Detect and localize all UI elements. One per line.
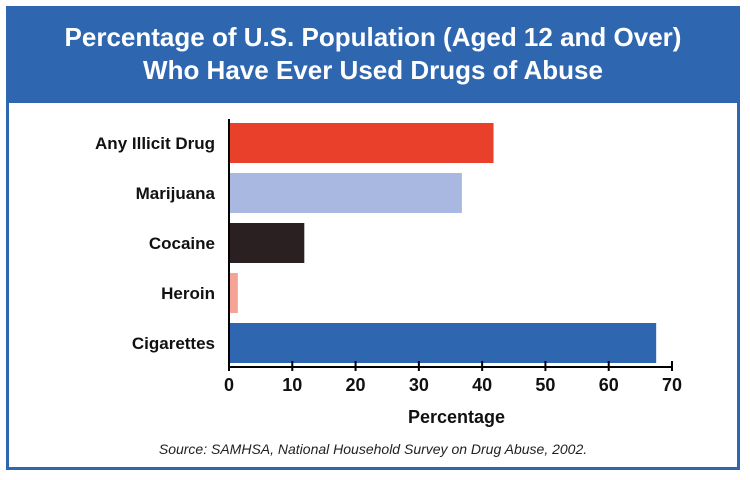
x-tick-label: 20	[346, 375, 366, 395]
x-tick-label: 40	[472, 375, 492, 395]
bar-cocaine	[229, 223, 305, 263]
x-axis-label: Percentage	[408, 407, 505, 427]
x-tick-label: 30	[409, 375, 429, 395]
x-tick-label: 60	[599, 375, 619, 395]
bar-any-illicit-drug	[229, 123, 494, 163]
category-label-any-illicit-drug: Any Illicit Drug	[95, 134, 215, 153]
x-tick-label: 70	[662, 375, 682, 395]
bar-marijuana	[229, 173, 462, 213]
chart-frame: Percentage of U.S. Population (Aged 12 a…	[6, 6, 740, 470]
category-label-cocaine: Cocaine	[149, 234, 215, 253]
chart-subtitle: Who Have Ever Used Drugs of Abuse	[143, 55, 603, 85]
bar-heroin	[229, 273, 238, 313]
x-tick-label: 50	[535, 375, 555, 395]
x-tick-label: 10	[282, 375, 302, 395]
category-label-marijuana: Marijuana	[136, 184, 216, 203]
bar-chart: Any Illicit Drug Marijuana Cocaine Heroin Ci…	[95, 119, 682, 427]
bars-group	[229, 123, 657, 363]
chart-header: Percentage of U.S. Population (Aged 12 a…	[9, 9, 737, 103]
category-labels: Any Illicit Drug Marijuana Cocaine Heroin Ci…	[95, 134, 216, 353]
source-note: Source: SAMHSA, National Household Surve…	[158, 441, 588, 457]
x-tick-label: 0	[224, 375, 234, 395]
bar-cigarettes	[229, 323, 657, 363]
category-label-cigarettes: Cigarettes	[132, 334, 215, 353]
axes-group	[228, 119, 673, 371]
chart-title: Percentage of U.S. Population (Aged 12 a…	[64, 22, 682, 52]
x-tick-labels: 0 10 20 30 40 50 60 70	[224, 375, 682, 395]
category-label-heroin: Heroin	[161, 284, 215, 303]
